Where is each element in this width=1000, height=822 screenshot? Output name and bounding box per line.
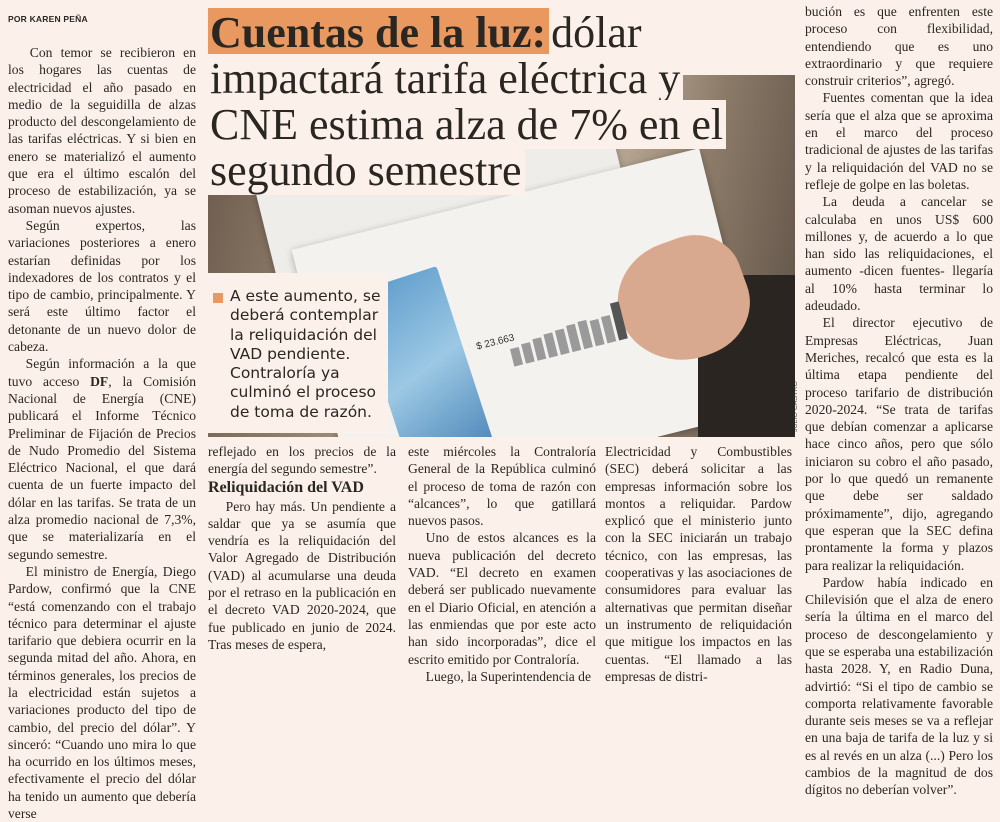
bullet-square-icon	[213, 293, 223, 303]
paragraph: El ministro de Energía, Diego Pardow, co…	[8, 563, 196, 822]
article-column-4: Electricidad y Combustibles (SEC) deberá…	[605, 443, 792, 685]
paragraph: reflejado en los precios de la energía d…	[208, 444, 396, 477]
paragraph-text: Según información a la que tuvo acceso	[8, 356, 196, 389]
pull-quote: A este aumento, se deberá contemplar la …	[208, 273, 388, 433]
article-column-5: bución es que enfrenten este proceso con…	[805, 3, 993, 799]
headline-line: CNE estima alza de 7% en el	[208, 100, 727, 149]
subheading: Reliquidación del VAD	[208, 478, 364, 496]
paragraph-text: , la Comisión Nacional de Energía (CNE) …	[8, 373, 196, 562]
paragraph: Luego, la Superintendencia de	[425, 668, 592, 684]
paragraph: este miércoles la Contraloría General de…	[408, 444, 596, 529]
paragraph: Uno de estos alcances es la nueva public…	[408, 530, 596, 667]
article-column-1: Con temor se recibieron en los hogares l…	[8, 44, 196, 822]
paragraph: bución es que enfrenten este proceso con…	[805, 4, 993, 89]
article-column-2: reflejado en los precios de la energía d…	[208, 443, 396, 653]
headline: Cuentas de la luz: dólar impactará tarifa…	[208, 8, 788, 195]
paragraph-bold: DF	[90, 373, 109, 389]
paragraph: Con temor se recibieron en los hogares l…	[8, 45, 196, 216]
article-column-3: este miércoles la Contraloría General de…	[408, 443, 596, 685]
paragraph: El director ejecutivo de Empresas Eléctr…	[805, 315, 993, 573]
pull-quote-text: A este aumento, se deberá contemplar la …	[230, 287, 381, 421]
paragraph: La deuda a cancelar se calculaba en unos…	[805, 194, 993, 314]
headline-highlight: Cuentas de la luz:	[208, 8, 550, 57]
paragraph: Pero hay más. Un pendiente a saldar que …	[208, 498, 396, 652]
paragraph: Pardow había indicado en Chilevisión que…	[805, 574, 993, 798]
paragraph: Electricidad y Combustibles (SEC) deberá…	[605, 444, 792, 684]
byline: POR KAREN PEÑA	[8, 14, 88, 24]
paragraph: Según información a la que tuvo acceso D…	[8, 355, 196, 563]
paragraph: Fuentes comentan que la idea sería que e…	[805, 90, 993, 192]
headline-line: impactará tarifa eléctrica y	[208, 54, 684, 103]
paragraph: Según expertos, las variaciones posterio…	[8, 217, 196, 355]
headline-line: segundo semestre	[208, 146, 525, 195]
headline-line: dólar	[549, 8, 645, 57]
